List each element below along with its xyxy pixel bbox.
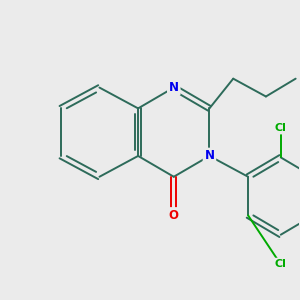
- Text: N: N: [204, 149, 214, 162]
- Text: O: O: [169, 209, 179, 222]
- Text: N: N: [169, 81, 179, 94]
- Text: Cl: Cl: [275, 260, 287, 269]
- Text: Cl: Cl: [275, 123, 287, 133]
